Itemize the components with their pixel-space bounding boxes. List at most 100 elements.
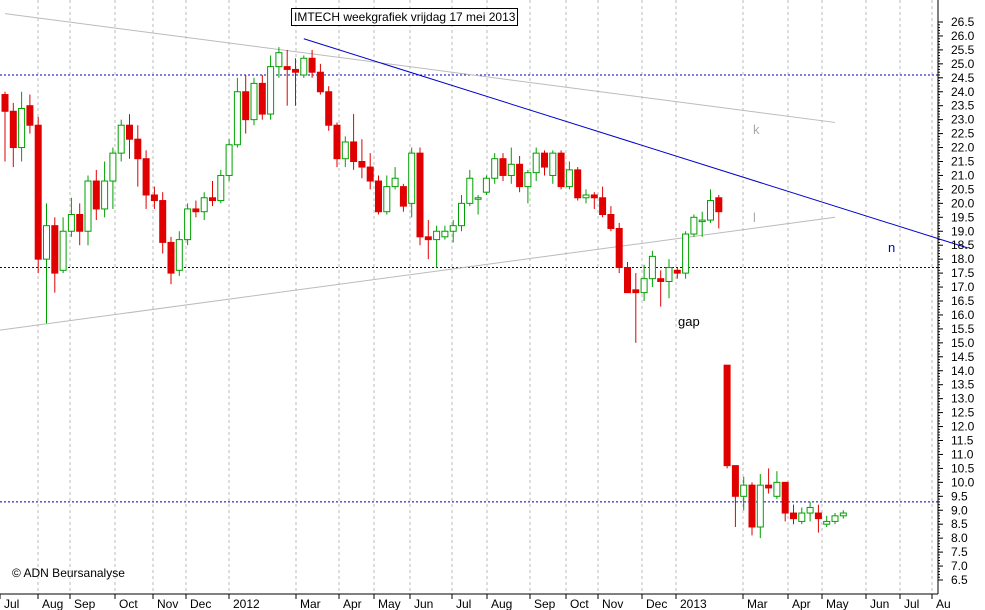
candle-body (449, 225, 457, 232)
candle (565, 161, 573, 190)
candle (109, 147, 117, 209)
candle-body (715, 197, 723, 213)
candle-body (126, 124, 133, 140)
candle-body (43, 225, 50, 260)
candle-body (507, 163, 515, 176)
candle-body (499, 158, 507, 176)
candle-body (375, 180, 382, 213)
price-tick-label: 6.5 (951, 573, 968, 587)
candle (391, 167, 399, 190)
price-tick-label: 18.5 (951, 238, 975, 252)
month-label: Au (936, 597, 951, 610)
candle-body (59, 230, 67, 271)
candle-body (18, 107, 26, 149)
candle (740, 476, 748, 511)
candle (424, 220, 432, 260)
candle-body (333, 124, 341, 160)
candle-body (167, 241, 175, 274)
price-tick-label: 25.5 (951, 43, 975, 57)
candle (43, 203, 50, 324)
candle (209, 181, 216, 207)
candle (159, 192, 167, 254)
candle-body (416, 152, 424, 238)
candle-body (458, 202, 465, 227)
candle-body (308, 57, 316, 73)
price-tick-label: 7.0 (951, 559, 968, 573)
candle-body (1, 94, 9, 112)
candle-body (698, 219, 706, 223)
candle-body (756, 484, 764, 528)
trendline-label-l: l (753, 210, 756, 225)
candle (458, 194, 465, 232)
candle (574, 167, 582, 201)
candle (615, 222, 623, 274)
price-tick-label: 24.5 (951, 71, 975, 85)
candle-body (648, 255, 656, 280)
price-tick-label: 20.0 (951, 196, 975, 210)
candle-body (159, 200, 167, 243)
candle (142, 150, 150, 209)
candle-body (673, 269, 681, 274)
price-tick-label: 21.0 (951, 168, 975, 182)
candle (839, 510, 847, 519)
price-tick-label: 25.0 (951, 57, 975, 71)
month-label: May (826, 597, 849, 610)
candle (175, 231, 183, 276)
candle (92, 169, 100, 221)
candle-body (26, 105, 34, 126)
month-label: Mar (747, 597, 768, 610)
price-tick-label: 15.0 (951, 336, 975, 350)
candle-body (209, 197, 216, 202)
candle (466, 169, 474, 207)
candle (756, 473, 764, 539)
month-label: Oct (119, 597, 138, 610)
price-tick-label: 17.5 (951, 266, 975, 280)
candle (76, 203, 84, 246)
candle-body (839, 512, 847, 517)
price-tick-label: 22.5 (951, 127, 975, 141)
candle (607, 206, 615, 232)
candle (366, 153, 374, 190)
price-tick-label: 24.0 (951, 85, 975, 99)
candle (300, 55, 308, 78)
month-label: 2013 (680, 597, 707, 610)
candle (557, 150, 565, 190)
candle-body (366, 166, 374, 182)
price-tick-label: 19.0 (951, 224, 975, 238)
candle (184, 203, 192, 246)
candle-body (549, 152, 557, 176)
price-tick-label: 9.0 (951, 503, 968, 517)
candle (433, 225, 441, 268)
candle-body (590, 194, 598, 199)
candle-body (84, 180, 92, 232)
month-label: Mar (300, 597, 321, 610)
candle-body (831, 515, 839, 522)
price-tick-label: 21.5 (951, 155, 975, 169)
price-tick-label: 26.0 (951, 29, 975, 43)
candle (242, 75, 250, 134)
candle (225, 139, 233, 182)
candle-body (665, 267, 673, 282)
candle (648, 250, 656, 288)
candle-body (76, 214, 84, 232)
candle-body (217, 174, 225, 202)
candle (408, 147, 416, 218)
month-label: Dec (646, 597, 667, 610)
month-label: Sep (534, 597, 556, 610)
month-label: Sep (74, 597, 96, 610)
candle (715, 194, 723, 229)
candle (798, 507, 806, 525)
month-label: Dec (190, 597, 211, 610)
candle (18, 91, 26, 162)
candle (698, 211, 706, 237)
candle (806, 501, 814, 522)
candle-body (316, 71, 324, 93)
candle-body (258, 82, 266, 115)
candle (731, 465, 739, 527)
candle-body (292, 68, 299, 73)
candle (26, 94, 34, 134)
candle (682, 231, 690, 279)
candle (416, 147, 424, 246)
candle-body (67, 214, 75, 232)
candle (673, 267, 681, 279)
